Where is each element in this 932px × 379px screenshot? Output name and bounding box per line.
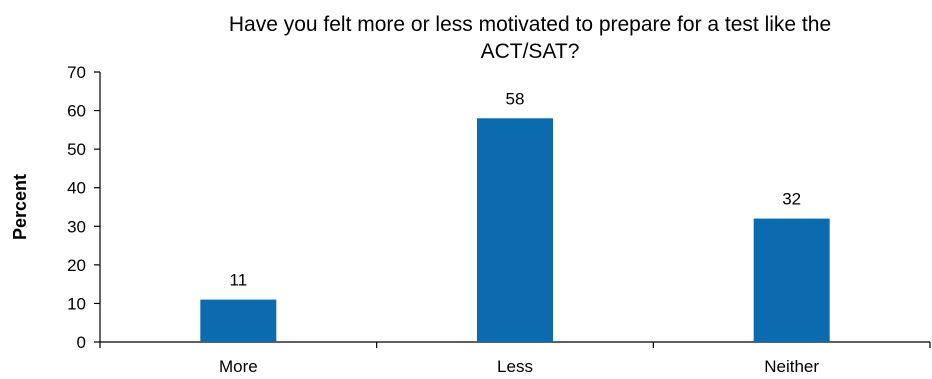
y-tick-label: 50 (67, 140, 86, 159)
chart-title-line-1: Have you felt more or less motivated to … (229, 13, 831, 36)
bar-neither (753, 218, 830, 342)
data-label: 58 (506, 89, 525, 108)
labels: 11 More 58 Less 32 Neither (219, 89, 819, 376)
bar-more (200, 299, 277, 342)
x-category-label: More (219, 357, 258, 376)
x-category-label: Less (497, 357, 533, 376)
y-tick-label: 40 (67, 179, 86, 198)
y-tick-label: 70 (67, 63, 86, 82)
bars (200, 118, 830, 343)
y-tick-label: 60 (67, 102, 86, 121)
y-tick-label: 10 (67, 294, 86, 313)
y-axis-label: Percent (10, 174, 30, 240)
y-tick-label: 0 (77, 333, 86, 352)
data-label: 32 (782, 190, 801, 209)
data-label: 11 (230, 271, 248, 290)
x-category-label: Neither (764, 357, 819, 376)
bar-less (477, 118, 553, 343)
chart-title-line-2: ACT/SAT? (481, 40, 580, 63)
y-tick-label: 30 (67, 217, 86, 236)
y-tick-label: 20 (67, 256, 86, 275)
